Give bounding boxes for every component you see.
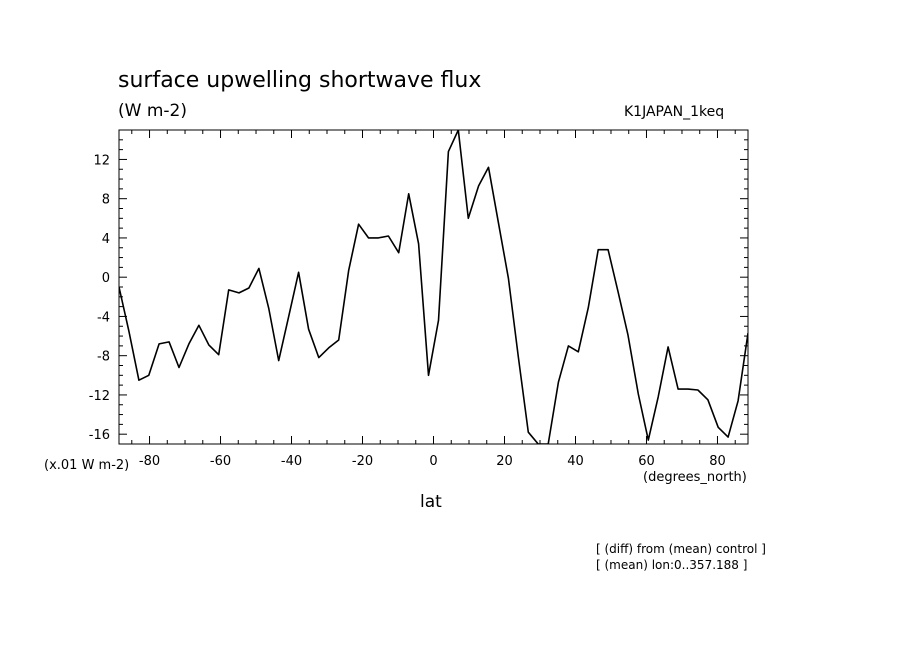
x-tick-label: 20: [496, 454, 513, 469]
plot-frame: [118, 129, 749, 445]
y-tick-label: 12: [93, 153, 110, 168]
x-tick-label: 40: [567, 454, 584, 469]
note-diff: [ (diff) from (mean) control ]: [596, 542, 766, 556]
chart-units: (W m-2): [118, 101, 187, 121]
run-name: K1JAPAN_1keq: [624, 104, 725, 120]
y-tick-label: 4: [102, 232, 110, 247]
x-axis-label: lat: [420, 492, 442, 512]
y-tick-label: -12: [89, 389, 110, 404]
y-tick-label: -16: [89, 428, 110, 443]
y-tick-label: -4: [97, 310, 110, 325]
series-line: [119, 130, 748, 444]
y-tick-label: 0: [102, 271, 110, 286]
x-tick-label: -80: [139, 454, 160, 469]
y-tick-label: -8: [97, 350, 110, 365]
x-tick-label: -40: [281, 454, 302, 469]
chart-title: surface upwelling shortwave flux: [118, 68, 482, 93]
x-axis-units: (degrees_north): [643, 470, 747, 485]
x-tick-label: 0: [429, 454, 437, 469]
x-tick-label: -60: [210, 454, 231, 469]
x-tick-label: 80: [709, 454, 726, 469]
note-mean: [ (mean) lon:0..357.188 ]: [596, 558, 748, 572]
x-tick-label: -20: [352, 454, 373, 469]
x-tick-label: 60: [638, 454, 655, 469]
y-tick-label: 8: [102, 193, 110, 208]
y-scale-label: (x.01 W m-2): [44, 458, 130, 473]
